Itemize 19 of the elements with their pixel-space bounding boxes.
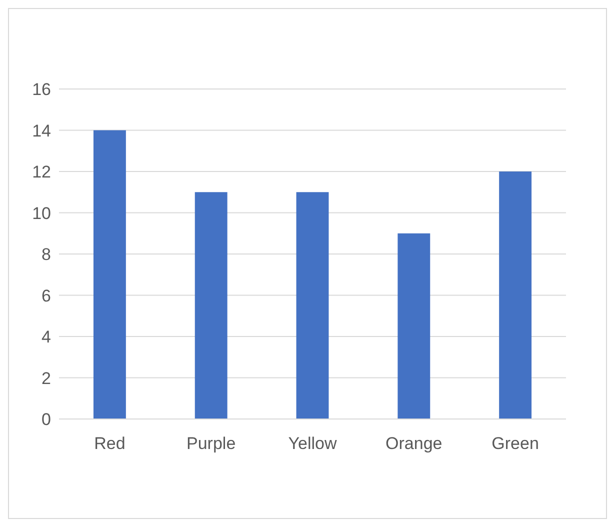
bar — [398, 233, 430, 419]
x-tick-label: Red — [94, 434, 126, 454]
x-tick-label: Purple — [186, 434, 236, 454]
y-tick-label: 10 — [32, 204, 51, 223]
x-tick-label: Yellow — [288, 434, 338, 454]
x-tick-label: Orange — [386, 434, 442, 454]
y-tick-label: 2 — [42, 368, 51, 388]
bar — [194, 192, 228, 419]
bar — [93, 130, 126, 419]
x-tick-label: Green — [492, 434, 539, 454]
y-tick-label: 8 — [42, 245, 51, 264]
bar — [499, 172, 532, 419]
y-tick-label: 6 — [42, 286, 51, 306]
y-tick-label: 16 — [32, 80, 51, 100]
y-tick-label: 4 — [42, 328, 51, 347]
y-tick-label: 14 — [32, 121, 51, 140]
y-tick-label: 0 — [42, 410, 51, 430]
bar — [296, 192, 329, 419]
y-tick-label: 12 — [32, 162, 51, 182]
